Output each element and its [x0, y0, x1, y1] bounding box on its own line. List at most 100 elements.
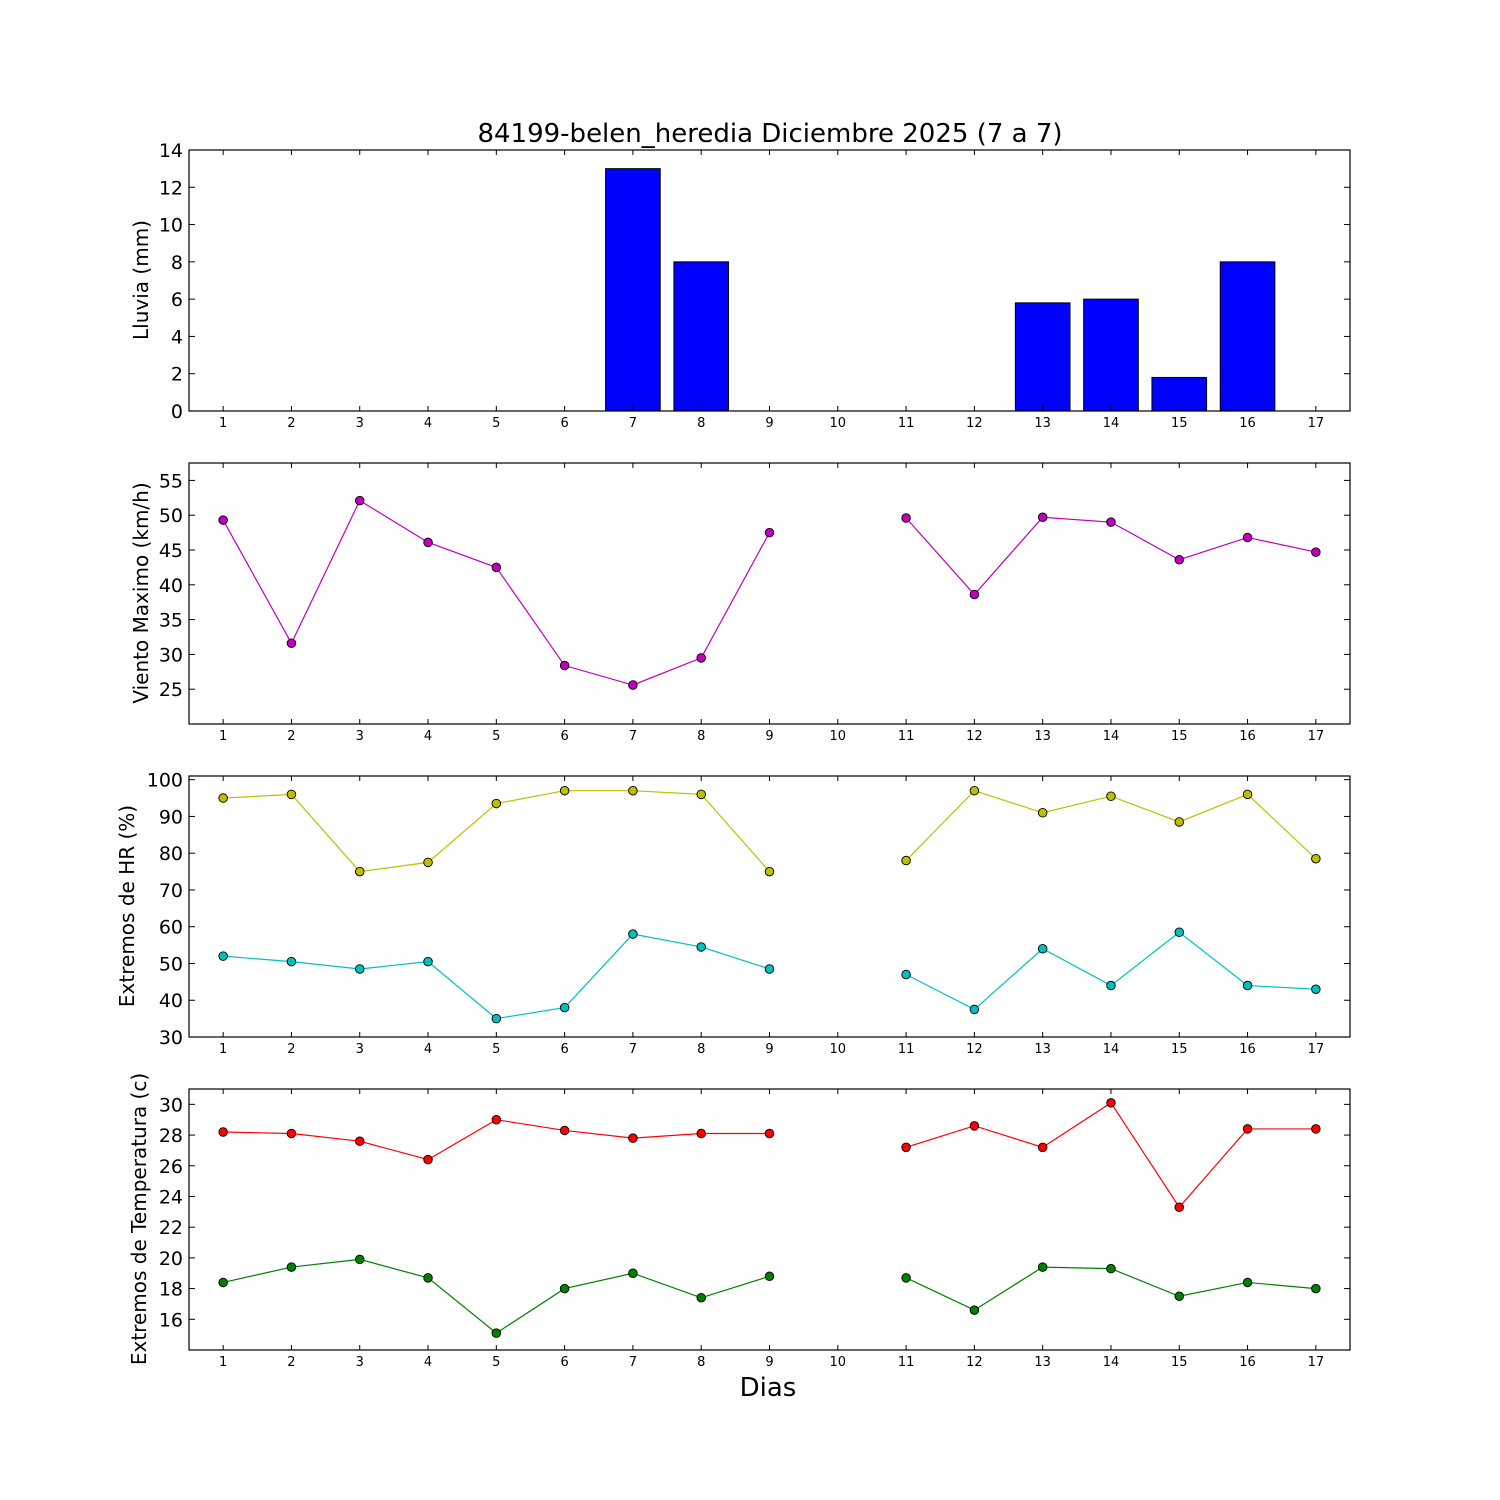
- x-tick-label: 4: [424, 416, 432, 431]
- x-tick-label: 10: [830, 1355, 847, 1370]
- temp-max-point-day-16: [1242, 1124, 1253, 1134]
- viento-maximo-point-day-6: [559, 660, 570, 671]
- x-tick-label: 8: [697, 729, 705, 744]
- temp-max-point-day-6: [559, 1125, 570, 1136]
- temp-min-point-day-3: [354, 1254, 365, 1265]
- hr-max-point-day-6: [559, 785, 570, 796]
- x-tick-label: 6: [560, 1355, 568, 1370]
- viento-maximo-line-segment-1: [222, 499, 771, 686]
- viento-maximo-point-day-8: [696, 653, 706, 663]
- y-tick-label: 4: [171, 326, 183, 348]
- x-tick-label: 13: [1034, 729, 1051, 744]
- axes-frame: [188, 775, 1351, 1038]
- x-tick-label: 2: [287, 729, 295, 744]
- viento-maximo-line-segment-2: [905, 516, 1316, 596]
- hr-min-point-day-1: [218, 951, 228, 961]
- x-tick-label: 6: [560, 416, 568, 431]
- temp-max-line-segment-2: [905, 1101, 1316, 1209]
- x-tick-label: 16: [1239, 416, 1256, 431]
- hr-min-point-day-14: [1106, 980, 1116, 991]
- hr-max-point-day-4: [423, 857, 433, 868]
- x-tick-label: 13: [1034, 1355, 1051, 1370]
- hr-min-line-segment-1: [223, 933, 770, 1020]
- y-tick-label: 26: [159, 1156, 183, 1178]
- rain-bar-day-14: [1083, 298, 1139, 412]
- x-tick-label: 15: [1171, 729, 1188, 744]
- y-tick-label: 6: [171, 289, 183, 311]
- y-tick-label: 25: [159, 679, 183, 701]
- x-tick-label: 13: [1034, 416, 1051, 431]
- rain-bar-day-15: [1151, 376, 1208, 412]
- x-tick-label: 12: [966, 1042, 983, 1057]
- y-tick-label: 30: [159, 644, 183, 666]
- temp-max-point-day-4: [423, 1154, 433, 1165]
- y-tick-label: 18: [159, 1279, 183, 1301]
- viento-maximo-point-day-17: [1311, 547, 1321, 557]
- y-tick-label: 35: [159, 610, 183, 632]
- y-tick-label: 24: [159, 1186, 183, 1208]
- x-tick-label: 9: [765, 416, 773, 431]
- x-tick-label: 17: [1308, 416, 1325, 431]
- hr-min-line-segment-2: [905, 931, 1316, 1011]
- x-tick-label: 6: [560, 1042, 568, 1057]
- hr-max-line-segment-2: [905, 790, 1317, 861]
- temp-max-point-day-15: [1174, 1202, 1185, 1212]
- hr-min-point-day-8: [696, 942, 706, 952]
- hr-max-point-day-5: [491, 798, 502, 809]
- y-tick-label: 10: [159, 215, 183, 237]
- y-tick-label: 90: [159, 806, 183, 828]
- hr-max-point-day-1: [218, 793, 228, 803]
- viento-maximo-point-day-7: [628, 680, 638, 690]
- y-tick-label: 12: [159, 177, 183, 199]
- x-tick-label: 8: [697, 1355, 705, 1370]
- temp-max-line-segment-1: [223, 1119, 770, 1161]
- x-tick-label: 14: [1103, 1042, 1120, 1057]
- hr-min-point-day-2: [286, 956, 297, 967]
- hr-min-point-day-13: [1037, 944, 1048, 954]
- x-tick-label: 10: [830, 729, 847, 744]
- x-tick-label: 11: [898, 416, 915, 431]
- hr-min-point-day-15: [1174, 927, 1185, 937]
- x-tick-label: 5: [492, 416, 500, 431]
- temp-max-point-day-3: [354, 1136, 365, 1146]
- axes-frame: [188, 1088, 1351, 1351]
- hr-max-point-day-12: [969, 785, 980, 796]
- x-tick-label: 3: [356, 416, 364, 431]
- x-tick-label: 17: [1308, 729, 1325, 744]
- viento-maximo-point-day-14: [1106, 517, 1116, 527]
- x-tick-label: 7: [629, 729, 637, 744]
- y-tick-label: 28: [159, 1125, 183, 1147]
- temp-min-point-day-14: [1106, 1263, 1116, 1274]
- hr-min-point-day-4: [423, 956, 433, 967]
- x-tick-label: 8: [697, 416, 705, 431]
- x-tick-label: 7: [629, 1042, 637, 1057]
- viento-maximo-point-day-5: [491, 562, 502, 573]
- viento-maximo-point-day-16: [1242, 532, 1253, 543]
- temperature-panel: Extremos de Temperatura (c) 161820222426…: [127, 1073, 1351, 1370]
- temp-min-point-day-15: [1174, 1291, 1185, 1302]
- x-tick-label: 2: [287, 416, 295, 431]
- hr-max-point-day-14: [1106, 791, 1116, 801]
- y-tick-label: 22: [159, 1217, 183, 1239]
- x-tick-label: 5: [492, 1355, 500, 1370]
- hr-min-point-day-3: [354, 964, 365, 974]
- x-tick-label: 14: [1103, 416, 1120, 431]
- x-tick-label: 1: [219, 729, 227, 744]
- x-tick-label: 3: [356, 729, 364, 744]
- x-tick-label: 1: [219, 416, 227, 431]
- y-tick-label: 8: [171, 252, 183, 274]
- y-tick-label: 20: [159, 1248, 183, 1270]
- axes-frame: [188, 462, 1351, 725]
- hr-min-point-day-16: [1242, 980, 1253, 991]
- y-tick-label: 55: [159, 470, 183, 492]
- x-tick-label: 7: [629, 1355, 637, 1370]
- temp-max-point-day-12: [969, 1121, 980, 1131]
- viento-maximo-point-day-3: [354, 495, 365, 506]
- temp-min-point-day-4: [423, 1273, 433, 1283]
- x-tick-label: 5: [492, 729, 500, 744]
- temp-max-point-day-17: [1311, 1124, 1321, 1134]
- viento-maximo-point-day-9: [764, 527, 775, 538]
- viento-maximo-point-day-11: [901, 513, 911, 523]
